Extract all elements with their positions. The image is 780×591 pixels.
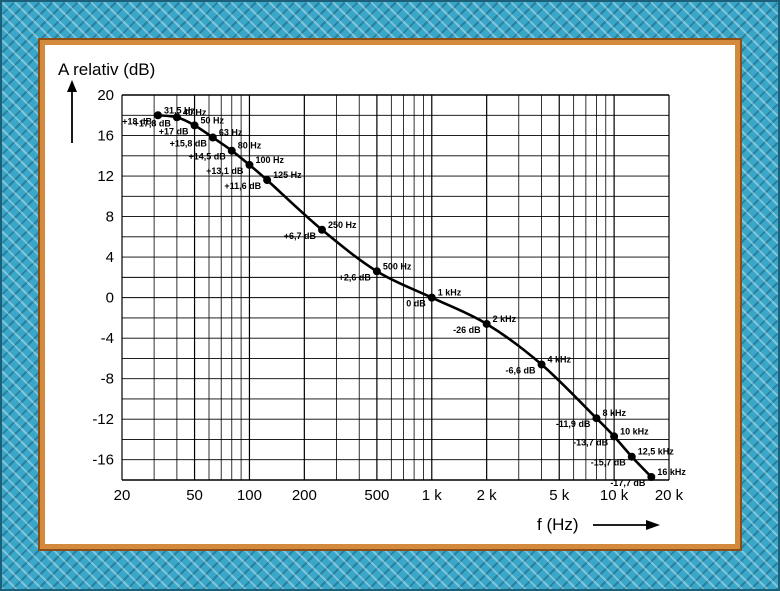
point-db-label: +18 dB (122, 116, 152, 126)
point-db-label: 0 dB (406, 299, 426, 309)
x-tick-label: 50 (186, 487, 203, 504)
point-frequency-label: 250 Hz (328, 220, 357, 230)
data-point (172, 113, 181, 122)
point-db-label: -6,6 dB (506, 366, 537, 376)
data-point (627, 452, 636, 461)
point-db-label: -11,9 dB (556, 419, 591, 429)
point-frequency-label: 2 kHz (493, 314, 517, 324)
x-tick-label: 1 k (422, 487, 443, 504)
point-db-label: +6,7 dB (284, 231, 317, 241)
x-tick-label: 200 (292, 487, 317, 504)
point-db-label: +15,8 dB (170, 139, 208, 149)
point-frequency-label: 16 kHz (657, 467, 686, 477)
data-point (482, 319, 491, 328)
data-point (647, 472, 656, 481)
data-point (610, 432, 619, 441)
y-tick-label: -16 (92, 452, 114, 469)
point-frequency-label: 63 Hz (219, 128, 243, 138)
point-db-label: +17 dB (159, 126, 189, 136)
y-tick-labels: 20 16 12 8 4 0 -4 -8 -12 -16 (92, 87, 114, 469)
point-frequency-label: 31,5 Hz (164, 105, 196, 115)
point-frequency-label: 10 kHz (620, 426, 649, 436)
data-point (208, 133, 217, 142)
point-frequency-label: 4 kHz (548, 355, 572, 365)
data-point (153, 111, 162, 120)
data-point (190, 121, 199, 130)
data-point (427, 293, 436, 302)
x-tick-label: 20 (114, 487, 131, 504)
y-tick-label: 4 (106, 249, 114, 266)
point-frequency-label: 50 Hz (201, 115, 225, 125)
point-frequency-label: 500 Hz (383, 261, 412, 271)
data-point (372, 267, 381, 276)
point-frequency-label: 1 kHz (438, 288, 462, 298)
y-tick-label: 8 (106, 209, 114, 226)
y-tick-label: 12 (97, 168, 114, 185)
axes: A relativ (dB) f (Hz) (58, 60, 660, 534)
y-tick-label: 16 (97, 128, 114, 145)
x-tick-label: 5 k (549, 487, 570, 504)
y-axis-label: A relativ (dB) (58, 60, 155, 79)
data-point (227, 146, 236, 155)
data-point (318, 225, 327, 234)
response-curve (157, 114, 653, 478)
point-frequency-label: 100 Hz (255, 155, 284, 165)
x-tick-label: 10 k (600, 487, 629, 504)
x-tick-label: 500 (364, 487, 389, 504)
point-db-label: -15,7 dB (591, 458, 627, 468)
point-frequency-label: 12,5 kHz (638, 447, 675, 457)
x-axis-label: f (Hz) (537, 515, 579, 534)
data-point (537, 360, 546, 369)
point-db-label: -26 dB (453, 325, 481, 335)
y-tick-label: -8 (101, 371, 114, 388)
data-point (592, 414, 601, 423)
x-tick-label: 2 k (477, 487, 498, 504)
point-frequency-label: 40 Hz (183, 107, 207, 117)
data-point (245, 160, 254, 169)
point-db-label: +14,5 dB (188, 152, 226, 162)
chart-mat (38, 38, 742, 551)
point-db-label: +11,6 dB (224, 181, 261, 191)
point-db-label: +2,6 dB (339, 272, 372, 282)
x-tick-label: 100 (237, 487, 262, 504)
data-points (153, 111, 656, 481)
point-labels: 31,5 Hz +18 dB 40 Hz +17,8 dB 50 Hz +17 dB 63 … (122, 105, 686, 488)
point-db-label: -13,7 dB (573, 437, 609, 447)
x-tick-label: 20 k (655, 487, 684, 504)
data-point (263, 176, 272, 185)
y-tick-label: 0 (106, 290, 114, 307)
x-axis-arrow-head (646, 520, 660, 530)
point-db-label: +17,8 dB (134, 118, 172, 128)
point-db-label: -17,7 dB (610, 478, 646, 488)
point-frequency-label: 125 Hz (273, 170, 302, 180)
point-frequency-label: 8 kHz (602, 408, 626, 418)
y-tick-label: -4 (101, 330, 114, 347)
y-axis-arrow-head (67, 80, 77, 92)
x-tick-labels: 20 50 100 200 500 1 k 2 k 5 k 10 k 20 k (114, 487, 684, 504)
point-frequency-label: 80 Hz (238, 141, 262, 151)
point-db-label: +13,1 dB (206, 166, 244, 176)
y-tick-label: -12 (92, 411, 114, 428)
y-tick-label: 20 (97, 87, 114, 104)
